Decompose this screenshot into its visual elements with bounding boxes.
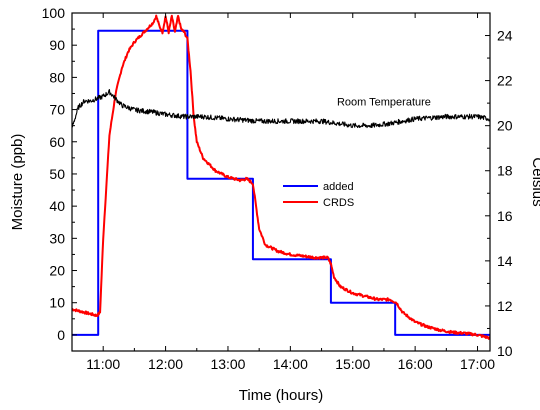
y-right-tick-label: 10 <box>497 343 513 359</box>
x-tick-label: 15:00 <box>335 356 370 372</box>
y-left-axis-title: Moisture (ppb) <box>9 134 26 231</box>
y-right-tick-label: 12 <box>497 298 513 314</box>
plot-frame <box>71 12 491 352</box>
y-left-tick-label: 60 <box>49 134 65 150</box>
y-left-tick-label: 0 <box>57 327 65 343</box>
y-right-tick-label: 24 <box>497 28 513 44</box>
x-tick-label: 14:00 <box>273 356 308 372</box>
y-right-tick-label: 18 <box>497 163 513 179</box>
x-axis-title: Time (hours) <box>239 387 323 404</box>
y-left-tick-label: 70 <box>49 102 65 118</box>
y-left-tick-label: 90 <box>49 37 65 53</box>
y-right-axis-title: Celsius <box>529 157 540 206</box>
y-right-tick-label: 16 <box>497 208 513 224</box>
y-left-tick-label: 40 <box>49 198 65 214</box>
y-right-tick-label: 20 <box>497 118 513 134</box>
y-left-tick-label: 50 <box>49 166 65 182</box>
y-right-tick-label: 14 <box>497 253 513 269</box>
y-left-tick-label: 10 <box>49 295 65 311</box>
series-layer <box>72 14 490 340</box>
x-tick-label: 11:00 <box>86 356 120 372</box>
x-tick-label: 13:00 <box>210 356 245 372</box>
series-line-crds <box>72 14 490 340</box>
x-tick-label: 12:00 <box>148 356 183 372</box>
room-temperature-annotation: Room Temperature <box>337 96 431 108</box>
series-line-added <box>72 29 490 336</box>
legend-label-added: added <box>323 181 354 193</box>
y-left-tick-label: 20 <box>49 263 65 279</box>
y-left-tick-label: 30 <box>49 230 65 246</box>
y-right-tick-label: 22 <box>497 73 513 89</box>
legend-label-crds: CRDS <box>323 197 354 209</box>
y-left-tick-label: 100 <box>42 5 66 21</box>
x-tick-label: 17:00 <box>460 356 495 372</box>
y-left-tick-label: 80 <box>49 69 65 85</box>
x-tick-label: 16:00 <box>398 356 433 372</box>
text-layer: 11:00 12:00 13:00 14:00 15:00 16:00 17:00 0 10 20… <box>9 5 540 404</box>
axis-layer <box>71 12 491 352</box>
series-line-room-temperature <box>72 89 490 129</box>
